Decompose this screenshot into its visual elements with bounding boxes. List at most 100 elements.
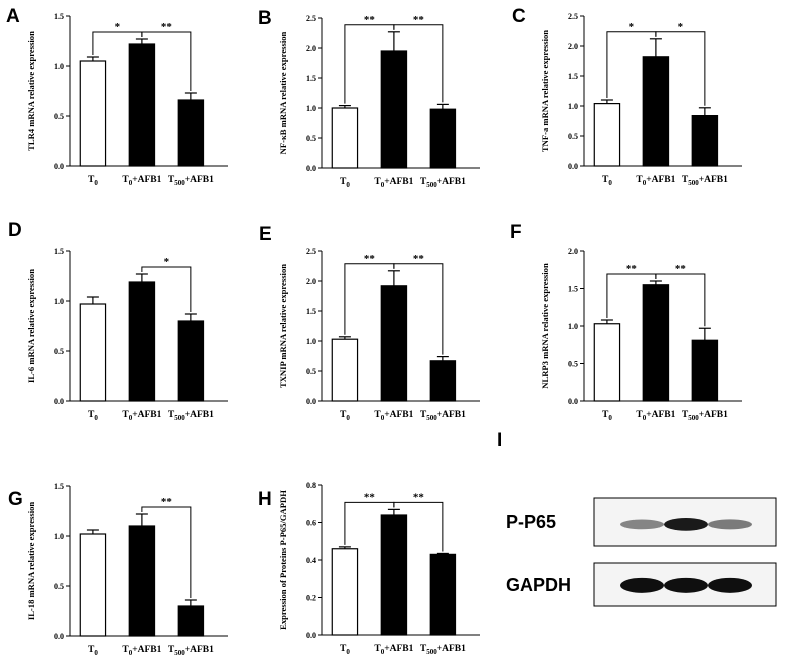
significance-marker: *	[629, 21, 635, 33]
bar	[380, 285, 408, 402]
y-tick-label: 1.0	[306, 337, 316, 346]
y-tick-label: 1.0	[568, 102, 578, 111]
bar	[177, 99, 205, 167]
blot-band	[664, 577, 708, 593]
significance-marker: **	[413, 253, 425, 265]
y-tick-label: 1.5	[568, 72, 578, 81]
y-tick-label: 0.0	[306, 164, 316, 173]
y-axis-label: TLR4 mRNA relative expression	[26, 31, 36, 151]
bar	[429, 553, 457, 636]
bar	[380, 50, 408, 169]
blot-row-label: GAPDH	[506, 575, 571, 595]
x-tick-label: T0+AFB1	[374, 644, 413, 656]
panel-letter: C	[512, 6, 526, 27]
chart-panel-f: F 0.0 0.5 1.0 1.5 2.0 NLRP3 mRNA relative expr…	[510, 222, 742, 422]
significance-bracket	[655, 31, 706, 106]
x-tick-label: T0+AFB1	[122, 410, 161, 422]
bar	[642, 284, 670, 402]
x-tick-label: T500+AFB1	[168, 410, 214, 422]
bar	[642, 56, 670, 167]
blot-band	[708, 577, 752, 593]
y-tick-label: 2.0	[568, 42, 578, 51]
x-tick-label: T500+AFB1	[420, 177, 466, 189]
y-tick-label: 2.0	[306, 277, 316, 286]
y-axis-label: NF-κB mRNA relative expression	[278, 31, 288, 154]
panel-letter: D	[8, 220, 22, 241]
y-axis-label: NLRP3 mRNA relative expression	[540, 263, 550, 389]
x-tick-label: T500+AFB1	[682, 410, 728, 422]
bar	[128, 281, 156, 402]
bar	[79, 303, 107, 402]
y-tick-label: 1.5	[54, 247, 64, 256]
y-tick-label: 0.5	[568, 132, 578, 141]
x-tick-label: T0+AFB1	[374, 410, 413, 422]
y-tick-label: 0.0	[306, 397, 316, 406]
significance-bracket	[393, 24, 444, 103]
x-tick-label: T500+AFB1	[168, 645, 214, 657]
y-tick-label: 0.6	[306, 519, 316, 528]
bar	[691, 339, 719, 402]
y-tick-label: 1.0	[568, 322, 578, 331]
x-tick-label: T0	[88, 175, 98, 187]
significance-marker: **	[675, 263, 687, 275]
x-tick-label: T0	[602, 410, 612, 422]
significance-marker: **	[161, 21, 173, 33]
bar	[593, 102, 621, 167]
bar	[331, 107, 359, 169]
significance-marker: **	[413, 491, 425, 503]
y-tick-label: 0.0	[568, 397, 578, 406]
blot-panel: I P-P65 GAPDH	[497, 430, 777, 607]
y-tick-label: 1.5	[306, 307, 316, 316]
significance-bracket	[141, 506, 192, 598]
blot-band	[664, 518, 708, 531]
x-tick-label: T0+AFB1	[122, 645, 161, 657]
y-tick-label: 0.5	[54, 112, 64, 121]
significance-marker: **	[161, 496, 173, 508]
x-tick-label: T500+AFB1	[420, 410, 466, 422]
y-tick-label: 2.5	[306, 14, 316, 23]
chart-panel-a: A 0.0 0.5 1.0 1.5 TLR4 mRNA relative expressi…	[6, 6, 228, 187]
x-tick-label: T0	[88, 410, 98, 422]
significance-marker: **	[364, 253, 376, 265]
y-tick-label: 0.8	[306, 481, 316, 490]
panel-letter: G	[8, 489, 23, 510]
bar	[380, 514, 408, 636]
y-tick-label: 1.0	[54, 532, 64, 541]
chart-panel-d: D 0.0 0.5 1.0 1.5 IL-6 mRNA relative expressi…	[8, 220, 228, 422]
significance-bracket	[141, 31, 192, 91]
chart-panel-g: G 0.0 0.5 1.0 1.5 IL-18 mRNA relative express…	[8, 482, 228, 657]
y-tick-label: 0.4	[306, 556, 316, 565]
y-tick-label: 2.5	[306, 247, 316, 256]
significance-bracket	[393, 263, 444, 355]
y-axis-label: Expression of Proteins P-P65/GAPDH	[278, 490, 288, 630]
significance-marker: **	[413, 14, 425, 26]
panel-letter: E	[259, 224, 272, 245]
y-tick-label: 0.5	[568, 360, 578, 369]
chart-panel-c: C 0.0 0.5 1.0 1.5 2.0 2.5 TNF-a mRNA relative e…	[512, 6, 742, 187]
bar	[691, 114, 719, 167]
blot-band	[620, 519, 664, 530]
bar	[177, 605, 205, 637]
panel-letter: A	[6, 6, 20, 27]
y-tick-label: 2.0	[568, 247, 578, 256]
x-tick-label: T0+AFB1	[122, 175, 161, 187]
y-tick-label: 1.5	[54, 482, 64, 491]
bar	[429, 108, 457, 169]
y-axis-label: IL-18 mRNA relative expression	[26, 502, 36, 621]
chart-panel-e: E 0.0 0.5 1.0 1.5 2.0 2.5 TXNIP mRNA relative e…	[259, 224, 480, 422]
significance-bracket	[393, 501, 444, 552]
chart-panel-b: B 0.0 0.5 1.0 1.5 2.0 2.5 NF-κB mRNA relative e…	[258, 8, 480, 189]
bar	[331, 338, 359, 402]
y-tick-label: 2.5	[568, 12, 578, 21]
significance-bracket	[141, 266, 192, 312]
y-tick-label: 0.0	[54, 397, 64, 406]
significance-marker: *	[164, 256, 170, 268]
x-tick-label: T0+AFB1	[636, 175, 675, 187]
blot-row-label: P-P65	[506, 512, 556, 532]
chart-panel-h: H 0.0 0.2 0.4 0.6 0.8 Expression of Proteins P…	[258, 481, 480, 656]
y-tick-label: 0.5	[54, 582, 64, 591]
panel-letter: H	[258, 489, 272, 510]
significance-marker: **	[364, 491, 376, 503]
y-axis-label: TNF-a mRNA relative expression	[540, 30, 550, 152]
